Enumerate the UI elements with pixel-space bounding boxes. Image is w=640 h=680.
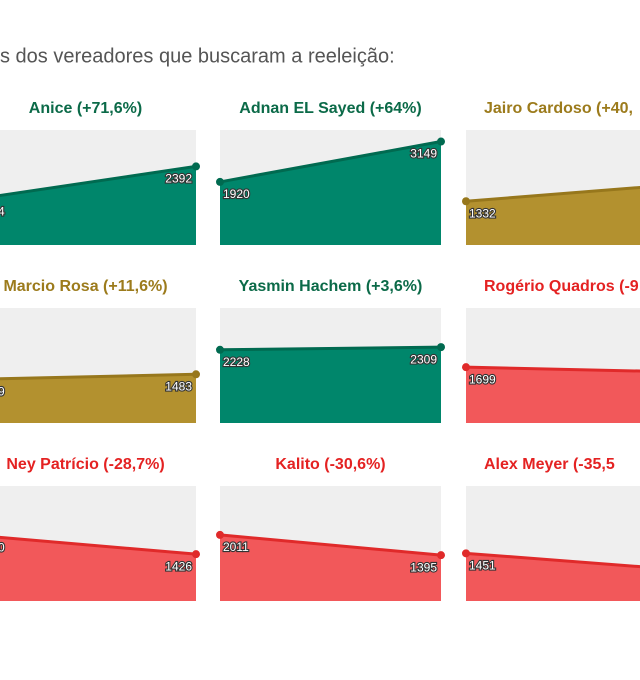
point [437,137,445,146]
heading: s dos vereadores que buscaram a reeleiçã… [0,45,395,67]
area [466,553,640,601]
value-label: 1699 [469,372,496,386]
point [462,549,470,558]
panel-title: Jairo Cardoso (+40, [484,100,633,117]
value-label: 2000 [0,540,5,554]
point [462,197,470,206]
line [465,365,640,373]
value-label: 2309 [410,352,437,366]
value-label: 2228 [223,355,250,369]
point [192,370,200,379]
panel-title: Adnan EL Sayed (+64%) [239,100,421,117]
point [192,162,200,171]
panel-title: Marcio Rosa (+11,6%) [3,278,167,295]
panel-title: Kalito (-30,6%) [275,456,385,473]
value-label: 1329 [0,385,5,399]
value-label: 1395 [410,560,437,574]
line [465,185,640,203]
area [466,187,640,245]
area [0,374,196,423]
value-label: 1451 [469,558,496,572]
line [219,140,442,184]
area [0,166,196,245]
line [0,535,197,556]
panel-title: Yasmin Hachem (+3,6%) [239,278,423,295]
value-label: 3149 [410,147,437,161]
panel-title: Anice (+71,6%) [29,100,142,117]
area [0,537,196,601]
value-label: 2011 [223,540,249,554]
line [0,164,197,198]
line [219,533,442,557]
point [437,343,445,352]
value-label: 1426 [165,559,192,573]
point [437,551,445,560]
line [0,372,197,381]
value-label: 1920 [223,187,250,201]
line [465,551,640,569]
value-label: 1483 [165,379,192,393]
point [216,530,224,539]
point [462,363,470,372]
area [220,141,441,245]
line [219,345,442,352]
panel-title: Rogério Quadros (-9 [484,278,639,295]
panel-title: Ney Patrício (-28,7%) [6,456,164,473]
panel-title: Alex Meyer (-35,5 [484,456,615,473]
area [220,347,441,423]
point [216,177,224,186]
value-label: 1394 [0,204,5,218]
point [192,550,200,559]
point [216,345,224,354]
value-label: 2392 [165,172,192,186]
area [466,367,640,423]
value-label: 1332 [469,206,496,220]
